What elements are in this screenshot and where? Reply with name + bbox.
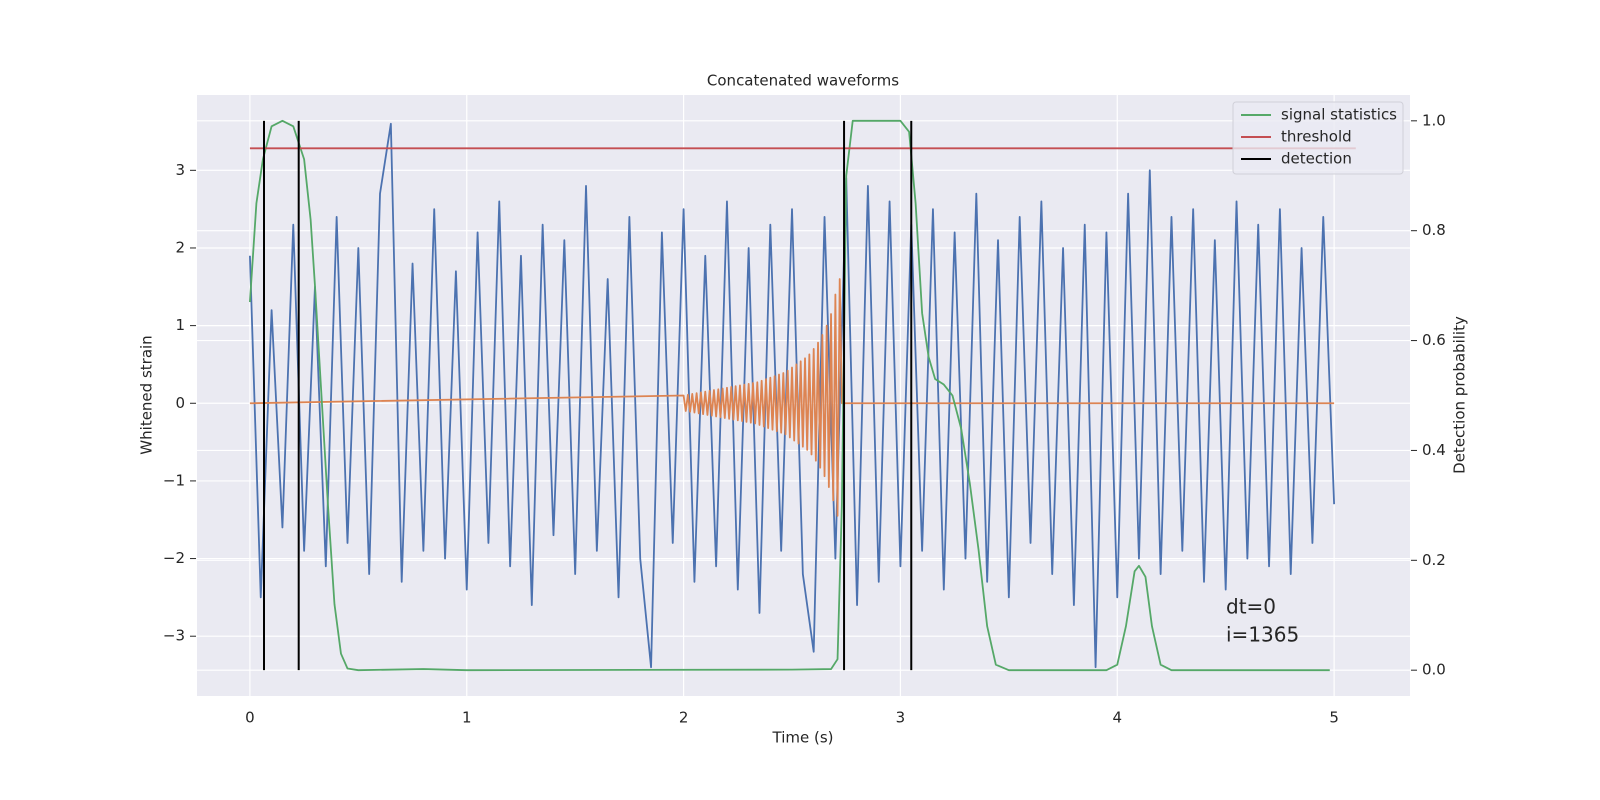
x-tick-label: 2 — [679, 709, 689, 727]
legend-label: threshold — [1281, 128, 1352, 146]
y-tick-label: 3 — [175, 161, 185, 179]
labels: 0 1 2 3 4 5 −3 −2 −1 0 1 2 3 0.0 0.2 0.4 0.6 0.8 1.0 — [163, 111, 1446, 726]
legend-box — [1232, 101, 1404, 175]
x-tick-label: 1 — [462, 709, 472, 727]
x-tick-label: 4 — [1112, 709, 1122, 727]
x-tick-label: 3 — [896, 709, 906, 727]
marks — [249, 119, 1356, 672]
y2-tick-label: 0.8 — [1422, 221, 1446, 239]
annotation: dt=0 — [1226, 595, 1276, 619]
x-tick-label: 0 — [245, 709, 255, 727]
y2-tick-label: 0.0 — [1422, 661, 1446, 679]
y2-tick-label: 0.6 — [1422, 331, 1446, 349]
y2-axis-label: Detection probability — [1451, 316, 1469, 474]
y-tick-label: −3 — [163, 627, 185, 645]
y-tick-label: −2 — [163, 549, 185, 567]
chart-title: Concatenated waveforms — [707, 72, 899, 90]
y-axis-label: Whitened strain — [138, 335, 156, 454]
legend-label: signal statistics — [1281, 106, 1397, 124]
y-tick-label: −1 — [163, 471, 185, 489]
annotation: i=1365 — [1226, 623, 1299, 647]
series-line — [249, 122, 1336, 669]
y2-tick-label: 0.2 — [1422, 551, 1446, 569]
series-line — [249, 278, 1335, 517]
y2-tick-label: 1.0 — [1422, 111, 1446, 129]
y-tick-label: 0 — [175, 394, 185, 412]
y2-tick-label: 0.4 — [1422, 441, 1446, 459]
series-line — [249, 119, 1330, 672]
y-tick-label: 2 — [175, 238, 185, 256]
legend: signal statistics threshold detection — [1232, 101, 1404, 175]
x-tick-label: 5 — [1329, 709, 1339, 727]
x-axis-label: Time (s) — [772, 729, 834, 747]
legend-label: detection — [1281, 150, 1352, 168]
y-tick-label: 1 — [175, 316, 185, 334]
